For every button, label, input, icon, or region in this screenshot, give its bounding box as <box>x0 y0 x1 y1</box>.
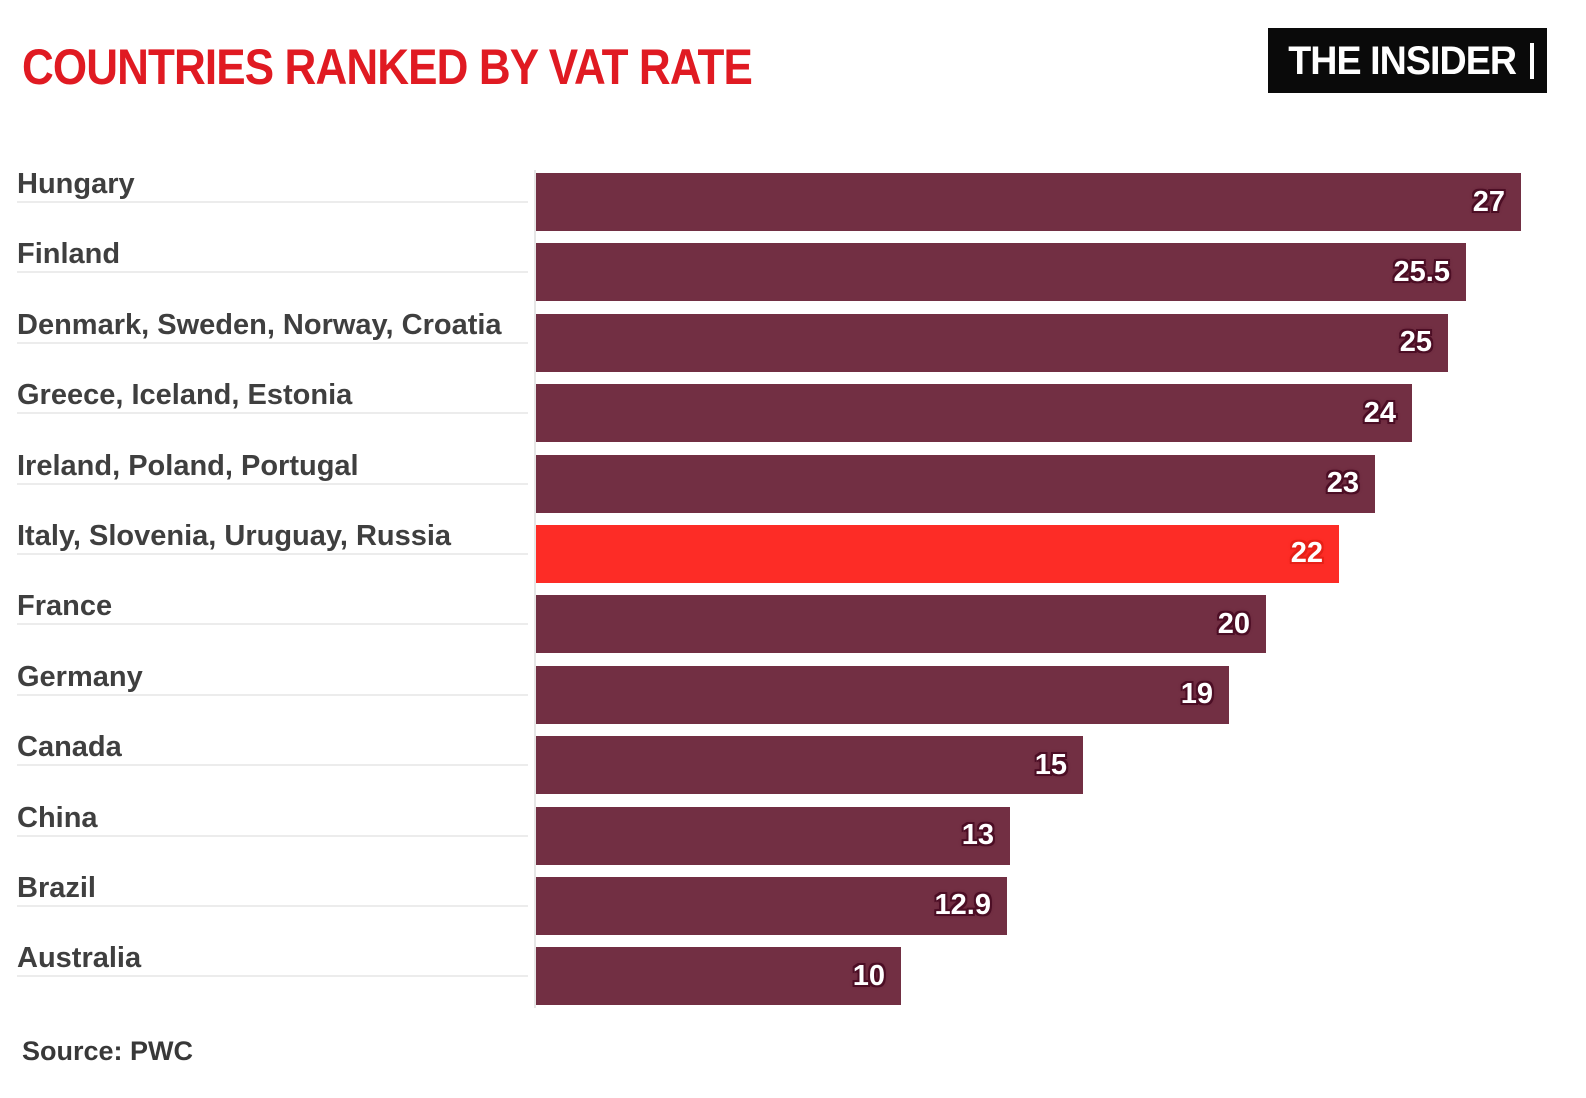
category-label: Denmark, Sweden, Norway, Croatia <box>17 305 528 344</box>
bar-row: Denmark, Sweden, Norway, Croatia 25 <box>0 310 1586 384</box>
value-bar: 20 <box>536 595 1266 654</box>
category-label: France <box>17 586 528 626</box>
category-label: Brazil <box>17 868 528 907</box>
category-label: Italy, Slovenia, Uruguay, Russia <box>17 516 528 555</box>
value-bar: 25.5 <box>536 243 1466 302</box>
bar-row: Ireland, Poland, Portugal 23 <box>0 451 1586 525</box>
bar-row: Finland 25.5 <box>0 240 1586 313</box>
value-label: 27 <box>1472 185 1505 218</box>
axis-baseline <box>534 170 536 1008</box>
logo-cursor-bar <box>1530 42 1535 79</box>
publisher-logo-text: THE INSIDER <box>1288 38 1517 83</box>
value-label: 15 <box>1034 748 1067 781</box>
bar-chart: Hungary 27 Finland 25.5 Denmark, Sweden,… <box>0 170 1586 1018</box>
bar-row: China 13 <box>0 803 1586 877</box>
value-bar: 12.9 <box>536 876 1007 935</box>
bar-row: Hungary 27 <box>0 170 1586 243</box>
category-label: Germany <box>17 657 528 696</box>
category-label: Hungary <box>17 164 528 203</box>
bar-row: Germany 19 <box>0 662 1586 736</box>
value-label: 10 <box>852 959 885 992</box>
category-label: Ireland, Poland, Portugal <box>17 446 528 485</box>
value-label: 13 <box>961 819 994 852</box>
category-label: Finland <box>17 234 528 274</box>
value-bar: 19 <box>536 665 1229 724</box>
bar-row: Brazil 12.9 <box>0 873 1586 947</box>
value-label: 24 <box>1363 396 1396 429</box>
category-label: China <box>17 798 528 837</box>
source-credit: Source: PWC <box>22 1036 194 1066</box>
value-label: 23 <box>1326 467 1359 500</box>
value-bar: 22 <box>536 524 1339 583</box>
value-label: 20 <box>1217 607 1250 640</box>
value-bar: 13 <box>536 806 1010 865</box>
publisher-logo: THE INSIDER <box>1268 28 1547 93</box>
value-label: 12.9 <box>934 889 991 922</box>
category-label: Canada <box>17 727 528 767</box>
value-label: 25.5 <box>1393 255 1450 288</box>
value-label: 22 <box>1290 537 1323 570</box>
value-bar: 10 <box>536 947 901 1006</box>
bar-row: Italy, Slovenia, Uruguay, Russia 22 <box>0 521 1586 595</box>
value-bar: 25 <box>536 313 1448 372</box>
value-label: 19 <box>1180 678 1213 711</box>
bar-row: Greece, Iceland, Estonia 24 <box>0 381 1586 454</box>
bar-row: Australia 10 <box>0 944 1586 1017</box>
value-bar: 23 <box>536 454 1375 513</box>
category-label: Greece, Iceland, Estonia <box>17 375 528 415</box>
category-label: Australia <box>17 938 528 978</box>
value-bar: 15 <box>536 736 1083 795</box>
bar-row: Canada 15 <box>0 733 1586 806</box>
bar-row: France 20 <box>0 592 1586 665</box>
chart-title: COUNTRIES RANKED BY VAT RATE <box>22 39 753 95</box>
value-label: 25 <box>1399 326 1432 359</box>
value-bar: 27 <box>536 173 1521 231</box>
value-bar: 24 <box>536 384 1412 443</box>
